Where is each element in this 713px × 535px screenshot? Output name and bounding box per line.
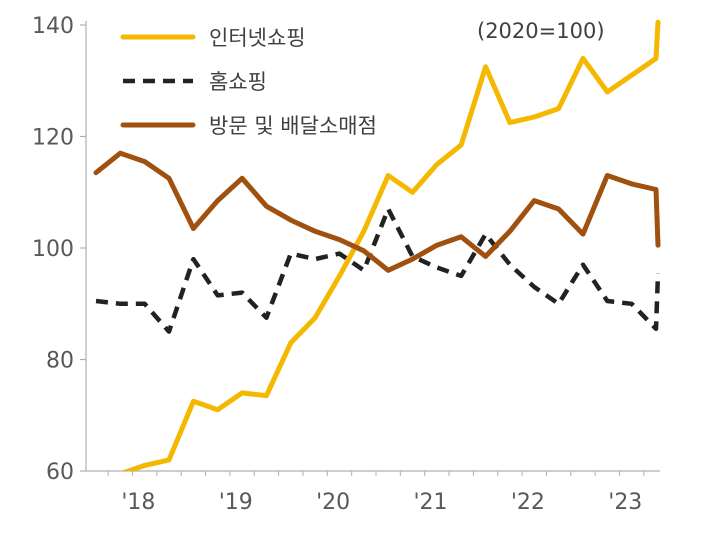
x-tick-label: '22 — [511, 490, 545, 515]
y-tick-label: 60 — [46, 460, 74, 485]
series-line-1 — [120, 19, 661, 471]
y-tick-label: 80 — [46, 349, 74, 374]
axes: 60 80 100 120 140 '18 '19 '20 '21 '22 '23 — [32, 14, 660, 515]
y-tick-label: 140 — [32, 14, 74, 39]
series-line-3 — [93, 150, 661, 273]
legend-label-3: 방문 및 배달소매점 — [209, 114, 377, 138]
series-line-2 — [95, 206, 661, 334]
x-tick-label: '18 — [121, 490, 155, 515]
y-tick-label: 120 — [32, 126, 74, 151]
series-lines — [93, 19, 661, 471]
legend-label-2: 홈쇼핑 — [209, 70, 267, 94]
legend-label-1: 인터넷쇼핑 — [209, 26, 306, 50]
y-tick-label: 100 — [32, 237, 74, 262]
x-tick-label: '20 — [316, 490, 350, 515]
x-tick-label: '19 — [219, 490, 253, 515]
x-tick-label: '21 — [413, 490, 447, 515]
x-tick-label: '23 — [608, 490, 642, 515]
base-year-note: (2020=100) — [477, 19, 605, 43]
